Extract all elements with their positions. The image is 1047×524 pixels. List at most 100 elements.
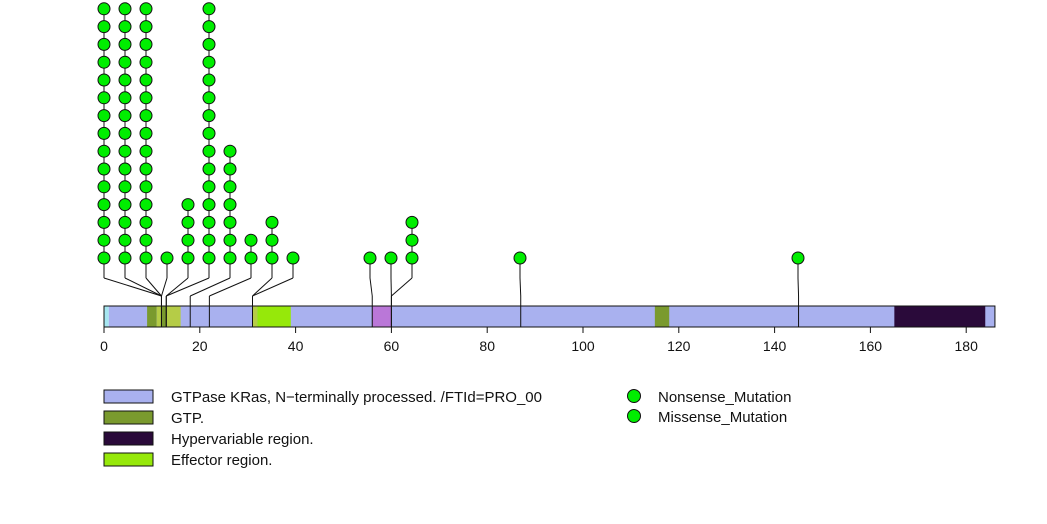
domain-ks_motif bbox=[372, 306, 392, 327]
mutation-connector bbox=[797, 277, 800, 297]
mutation-point bbox=[405, 251, 419, 265]
mutation-point bbox=[384, 251, 398, 265]
mutation-point bbox=[97, 37, 111, 51]
mutation-point bbox=[791, 251, 805, 265]
mutation-point bbox=[97, 109, 111, 123]
mutation-point bbox=[202, 198, 216, 212]
mutation-point bbox=[202, 126, 216, 140]
mutation-point bbox=[97, 215, 111, 229]
mutation-point bbox=[202, 144, 216, 158]
mutation-point bbox=[118, 126, 132, 140]
mutation-point bbox=[202, 37, 216, 51]
mutation-point bbox=[181, 215, 195, 229]
mutation-point bbox=[139, 91, 153, 105]
mutation-point bbox=[223, 233, 237, 247]
mutation-point bbox=[223, 251, 237, 265]
mutation-point bbox=[97, 233, 111, 247]
mutation-point bbox=[265, 233, 279, 247]
mutation-point bbox=[139, 73, 153, 87]
mutation-point bbox=[118, 180, 132, 194]
domain-gtp bbox=[161, 306, 167, 327]
mutation-point bbox=[139, 233, 153, 247]
axis-tick-label: 60 bbox=[384, 338, 400, 354]
mutation-connector bbox=[103, 277, 162, 297]
axis-tick-label: 140 bbox=[763, 338, 787, 354]
mutation-point bbox=[118, 55, 132, 69]
legend-label: Effector region. bbox=[171, 452, 272, 469]
mutation-point bbox=[160, 251, 174, 265]
mutation-point bbox=[223, 180, 237, 194]
axis-tick-label: 80 bbox=[479, 338, 495, 354]
axis-tick-label: 40 bbox=[288, 338, 304, 354]
mutation-point bbox=[118, 37, 132, 51]
mutation-point bbox=[139, 251, 153, 265]
mutation-point bbox=[139, 162, 153, 176]
mutation-point bbox=[405, 215, 419, 229]
mutation-point bbox=[202, 215, 216, 229]
mutation-point bbox=[97, 2, 111, 16]
mutation-point bbox=[286, 251, 300, 265]
mutation-point bbox=[202, 55, 216, 69]
mutation-point bbox=[265, 215, 279, 229]
legend-swatch-gtp bbox=[103, 410, 154, 425]
mutation-point bbox=[118, 20, 132, 34]
protein-track bbox=[103, 305, 996, 328]
mutation-connector bbox=[190, 277, 231, 297]
domain-gtp_effector_overlap bbox=[252, 306, 258, 327]
mutation-point bbox=[97, 144, 111, 158]
mutation-point bbox=[223, 144, 237, 158]
mutation-point bbox=[97, 251, 111, 265]
mutation-point bbox=[118, 215, 132, 229]
mutation-point bbox=[202, 180, 216, 194]
mutation-connector bbox=[252, 277, 273, 297]
legend-label: GTPase KRas, N−terminally processed. /FT… bbox=[171, 389, 542, 406]
mutation-connector bbox=[166, 277, 210, 297]
axis-tick-label: 180 bbox=[955, 338, 979, 354]
mutation-point bbox=[97, 55, 111, 69]
mutation-point bbox=[139, 37, 153, 51]
mutation-point bbox=[513, 251, 527, 265]
domain-backbone bbox=[108, 306, 995, 327]
legend-swatch-hypervariable bbox=[103, 431, 154, 446]
mutation-point bbox=[97, 20, 111, 34]
mutation-point bbox=[118, 109, 132, 123]
mutation-point bbox=[181, 251, 195, 265]
mutation-point bbox=[139, 198, 153, 212]
mutation-lollipops bbox=[97, 2, 805, 327]
mutation-point bbox=[223, 198, 237, 212]
mutation-connector bbox=[369, 277, 373, 297]
mutation-point bbox=[97, 162, 111, 176]
mutation-point bbox=[118, 91, 132, 105]
mutation-point bbox=[363, 251, 377, 265]
mutation-point bbox=[97, 198, 111, 212]
mutation-point bbox=[97, 73, 111, 87]
legend-swatch-backbone bbox=[103, 389, 154, 404]
mutation-connector bbox=[519, 277, 522, 297]
mutation-connector bbox=[391, 277, 413, 297]
mutation-point bbox=[202, 20, 216, 34]
mutation-point bbox=[97, 180, 111, 194]
axis-tick-label: 160 bbox=[859, 338, 883, 354]
domain-n_term bbox=[104, 306, 109, 327]
mutation-point bbox=[118, 144, 132, 158]
mutation-connector bbox=[165, 277, 189, 297]
mutation-point bbox=[139, 20, 153, 34]
mutation-point bbox=[139, 215, 153, 229]
legend-label: GTP. bbox=[171, 410, 204, 427]
domain-gtp_effector_overlap bbox=[166, 306, 181, 327]
legend-label: Hypervariable region. bbox=[171, 431, 314, 448]
mutation-point bbox=[202, 251, 216, 265]
mutation-point bbox=[181, 233, 195, 247]
mutation-point bbox=[202, 73, 216, 87]
domain-backbone bbox=[985, 306, 995, 327]
mutation-point bbox=[118, 198, 132, 212]
legend-mutation-label: Nonsense_Mutation bbox=[658, 389, 791, 406]
domain-effector bbox=[257, 306, 291, 327]
mutation-point bbox=[118, 2, 132, 16]
mutation-point bbox=[118, 73, 132, 87]
mutation-point bbox=[202, 109, 216, 123]
mutation-point bbox=[118, 233, 132, 247]
domain-gtp bbox=[654, 306, 670, 327]
mutation-point bbox=[139, 2, 153, 16]
axis-tick-label: 0 bbox=[100, 338, 108, 354]
